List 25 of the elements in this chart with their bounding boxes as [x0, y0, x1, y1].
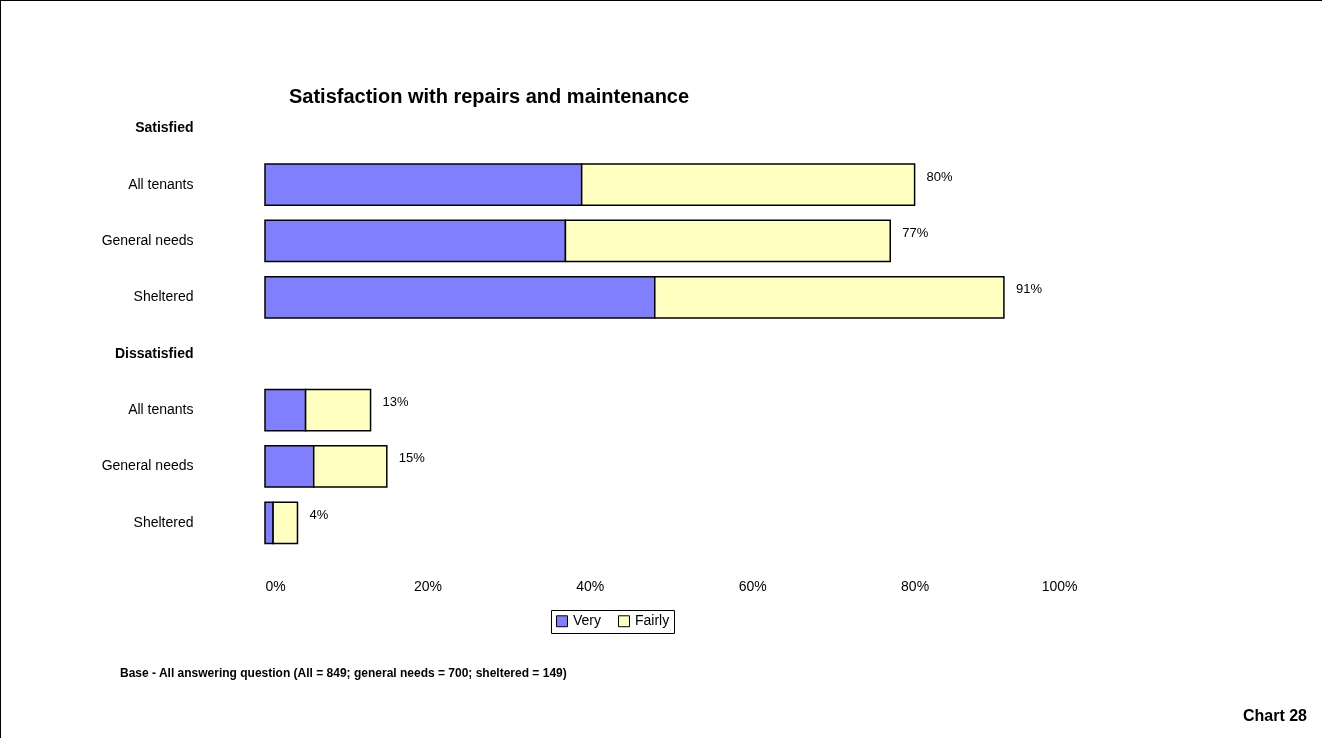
y-tick-label: Sheltered — [133, 288, 194, 305]
legend-label: Very — [573, 612, 602, 629]
total-label: 80% — [926, 168, 954, 184]
y-tick-label: All tenants — [128, 175, 194, 192]
y-tick-label: General needs — [101, 457, 194, 474]
legend-label: Fairly — [635, 612, 670, 629]
y-tick-label: All tenants — [128, 401, 194, 418]
y-tick-label: General needs — [101, 231, 194, 248]
x-tick-label: 100% — [1041, 577, 1078, 594]
y-tick-label: Sheltered — [133, 513, 194, 530]
x-tick-label: 80% — [901, 577, 930, 594]
y-tick-label: Satisfied — [135, 119, 194, 136]
x-tick-label: 40% — [576, 577, 605, 594]
x-tick-label: 20% — [413, 577, 442, 594]
x-tick-label: 0% — [265, 577, 286, 594]
total-label: 15% — [398, 450, 426, 466]
total-label: 77% — [902, 224, 929, 240]
y-tick-label: Dissatisfied — [114, 344, 194, 361]
total-label: 4% — [309, 506, 329, 522]
total-label: 91% — [1015, 281, 1043, 297]
text: Base - All answering question (All = 849; general needs = 700; sheltered = 149) — [120, 666, 567, 680]
chart-title: Satisfaction with repairs and maintenance — [289, 85, 690, 108]
total-label: 13% — [382, 394, 410, 410]
x-tick-label: 60% — [738, 577, 767, 594]
caption: Chart 28 — [1242, 707, 1307, 725]
